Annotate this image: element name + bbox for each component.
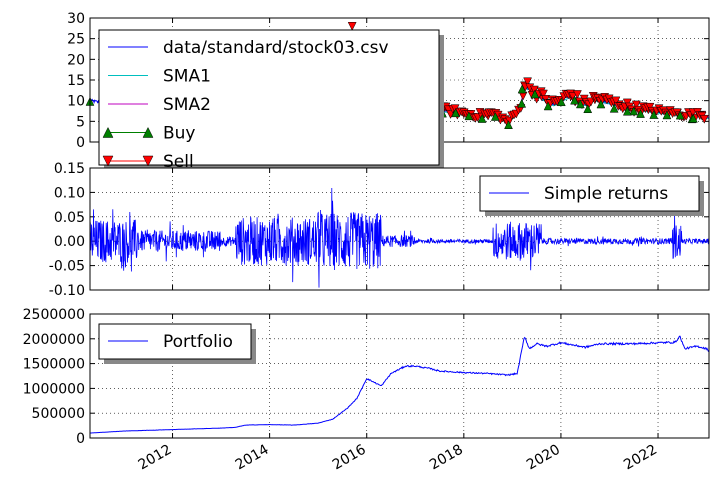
portfolio-series	[89, 335, 710, 434]
legend-label: data/standard/stock03.csv	[163, 38, 389, 58]
y-tick-label: 1500000	[23, 357, 85, 373]
y-tick-label: 5	[76, 114, 85, 130]
legend-sell-marker	[142, 155, 154, 167]
buy-marker	[477, 114, 487, 123]
buy-marker	[451, 108, 461, 118]
buy-marker	[517, 84, 527, 94]
x-tick-label: 2018	[427, 442, 466, 474]
y-tick-label: 15	[67, 73, 85, 89]
y-tick-label: 1000000	[23, 381, 85, 397]
returns-line	[89, 187, 710, 288]
legend-label: Simple returns	[544, 184, 668, 204]
buy-marker	[583, 104, 593, 114]
y-tick-label: 2500000	[23, 307, 85, 323]
y-tick-label: -0.05	[49, 259, 85, 275]
buy-marker	[517, 98, 527, 108]
legend-label: Portfolio	[163, 332, 233, 352]
legend-box	[98, 29, 440, 166]
buy-marker	[504, 120, 513, 129]
y-tick-label: 0	[76, 431, 85, 447]
sell-marker	[523, 77, 532, 87]
y-tick-label: 0	[76, 135, 85, 151]
sell-marker	[568, 92, 578, 101]
buy-marker	[490, 111, 500, 121]
buy-marker	[556, 97, 566, 107]
buy-marker	[649, 110, 659, 119]
price-panel: 0 5 10 15 20 25 30 data/standard/stock03.csv SM…	[67, 11, 710, 172]
legend-sell-marker	[102, 155, 114, 167]
y-tick-label: 10	[67, 94, 85, 110]
x-tick-label: 2012	[136, 442, 175, 474]
x-tick-label: 2022	[621, 442, 660, 474]
buy-marker	[688, 113, 698, 123]
returns-plot-border	[89, 167, 710, 291]
portfolio-legend: Portfolio	[98, 323, 256, 364]
legend-buy-marker	[102, 126, 114, 138]
portfolio-plot-border	[89, 313, 710, 439]
legend-buy-marker	[142, 126, 154, 138]
x-axis-ticks: 2012 2014 2016 2018 2020 2022	[136, 442, 660, 474]
sell-marker	[347, 22, 357, 31]
x-tick-label: 2016	[330, 442, 369, 474]
buy-marker	[570, 95, 579, 105]
buy-marker	[596, 99, 606, 109]
price-y-ticks: 0 5 10 15 20 25 30	[67, 11, 709, 151]
price-legend: data/standard/stock03.csv SMA1 SMA2 Buy Sell	[98, 29, 444, 172]
returns-y-ticks: -0.10 -0.05 0.00 0.05 0.10 0.15	[49, 161, 709, 299]
y-tick-label: 0.10	[54, 185, 85, 201]
y-tick-label: 20	[67, 52, 85, 68]
sell-marker	[611, 96, 621, 106]
buy-marker	[530, 89, 540, 99]
sell-marker	[573, 90, 582, 100]
y-tick-label: 0.05	[54, 210, 85, 226]
sell-marker	[539, 89, 548, 99]
legend-label: Buy	[163, 124, 196, 144]
portfolio-y-ticks: 0 500000 1000000 1500000 2000000 2500000	[23, 307, 709, 447]
y-tick-label: 30	[67, 11, 85, 27]
buy-marker	[622, 106, 632, 116]
returns-series	[89, 187, 710, 288]
y-tick-label: 0.15	[54, 161, 85, 177]
buy-marker	[636, 109, 645, 118]
buy-marker	[662, 110, 672, 120]
x-tick-label: 2014	[233, 442, 272, 474]
x-tick-label: 2020	[524, 442, 563, 474]
buy-marker	[464, 111, 474, 121]
sell-marker	[699, 114, 709, 124]
y-tick-label: 2000000	[23, 332, 85, 348]
y-tick-label: 25	[67, 32, 85, 48]
legend-label: Sell	[163, 152, 194, 172]
y-tick-label: 0.00	[54, 234, 85, 250]
buy-marker	[543, 101, 553, 111]
portfolio-line	[89, 335, 710, 434]
legend-label: SMA2	[163, 95, 211, 115]
y-tick-label: 500000	[32, 406, 85, 422]
y-tick-label: -0.10	[49, 283, 85, 299]
portfolio-panel: 0 500000 1000000 1500000 2000000 2500000 Port…	[23, 307, 710, 474]
legend-label: SMA1	[163, 67, 211, 87]
buy-marker	[629, 106, 639, 116]
buy-marker	[675, 110, 685, 120]
sell-marker	[631, 100, 641, 110]
returns-panel: -0.10 -0.05 0.00 0.05 0.10 0.15 Simple return…	[49, 161, 710, 299]
returns-legend: Simple returns	[479, 175, 704, 216]
buy-marker	[609, 103, 619, 113]
